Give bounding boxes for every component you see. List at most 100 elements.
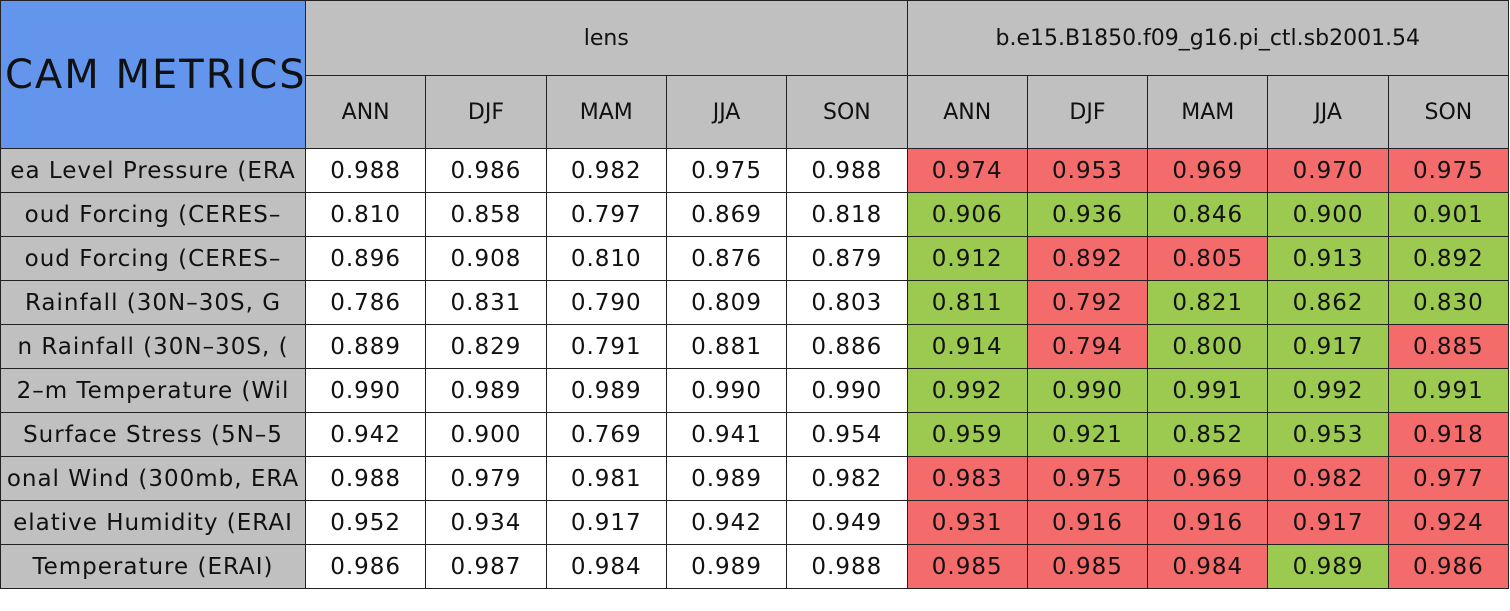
metric-cell: 0.989 [665,456,788,501]
season-header: JJA [665,75,788,149]
metric-cell: 0.952 [304,500,427,545]
row-label-text: n Rainfall (30N–30S, ( [17,333,289,360]
metric-cell: 0.858 [425,192,547,237]
row-label-text: Temperature (ERAI) [32,553,274,580]
metric-cell: 0.790 [545,280,667,325]
row-label: ea Level Pressure (ERA [0,148,306,193]
metric-cell: 0.862 [1267,280,1389,325]
season-row: ANN DJF MAM JJA SON ANN DJF MAM JJA SON [1,75,1510,149]
metrics-table: CAM METRICS lens b.e15.B1850.f09_g16.pi_ct… [0,0,1510,589]
metric-cell: 0.969 [1147,456,1269,501]
metric-cell: 0.791 [545,324,667,369]
metric-cell: 0.986 [425,148,547,193]
metric-cell: 0.977 [1387,456,1510,501]
data-row: Temperature (ERAI) 0.986 0.987 0.984 0.989 0.… [0,544,1510,589]
season-header: ANN [304,75,427,149]
metric-cell: 0.953 [1267,412,1389,457]
metric-cell: 0.931 [906,500,1028,545]
data-row: ea Level Pressure (ERA 0.988 0.986 0.982 0.9… [0,148,1510,193]
metric-cell: 0.918 [1387,412,1510,457]
metric-cell: 0.988 [304,148,427,193]
metric-cell: 0.916 [1147,500,1269,545]
metric-cell: 0.982 [786,456,908,501]
row-label-text: oud Forcing (CERES– [24,245,282,272]
metric-cell: 0.936 [1026,192,1149,237]
metric-cell: 0.984 [1147,544,1269,589]
row-label: n Rainfall (30N–30S, ( [0,324,306,369]
season-header: MAM [545,75,667,149]
data-row: Rainfall (30N–30S, G 0.786 0.831 0.790 0.809… [0,280,1510,325]
metric-cell: 0.941 [665,412,788,457]
metric-cell: 0.992 [906,368,1028,413]
metric-cell: 0.892 [1026,236,1149,281]
metric-cell: 0.985 [1026,544,1149,589]
metric-cell: 0.917 [545,500,667,545]
row-label-text: onal Wind (300mb, ERA [6,465,300,492]
metric-cell: 0.986 [304,544,427,589]
metric-cell: 0.969 [1147,148,1269,193]
season-header: DJF [425,75,547,149]
metric-cell: 0.876 [665,236,788,281]
metric-cell: 0.942 [304,412,427,457]
metric-cell: 0.988 [304,456,427,501]
metric-cell: 0.989 [425,368,547,413]
row-label: oud Forcing (CERES– [0,192,306,237]
metric-cell: 0.916 [1026,500,1149,545]
metric-cell: 0.811 [906,280,1028,325]
row-label-text: ea Level Pressure (ERA [10,157,296,184]
metric-cell: 0.896 [304,236,427,281]
metric-cell: 0.954 [786,412,908,457]
row-label-text: oud Forcing (CERES– [24,201,282,228]
metric-cell: 0.800 [1147,324,1269,369]
data-row: oud Forcing (CERES– 0.810 0.858 0.797 0.869 0… [0,192,1510,237]
metric-cell: 0.959 [906,412,1028,457]
row-label-text: Surface Stress (5N–5 [23,421,283,448]
metric-cell: 0.794 [1026,324,1149,369]
metric-cell: 0.879 [786,236,908,281]
data-row: n Rainfall (30N–30S, (0.889 0.829 0.791 0.8… [0,324,1510,369]
metric-cell: 0.975 [1387,148,1510,193]
metric-cell: 0.934 [425,500,547,545]
season-header: ANN [906,75,1028,149]
header-row: CAM METRICS lens b.e15.B1850.f09_g16.pi_ct… [0,0,1510,149]
row-label: oud Forcing (CERES– [0,236,306,281]
group-header: lens [305,0,908,76]
metric-cell: 0.803 [786,280,908,325]
metric-cell: 0.990 [665,368,788,413]
metric-cell: 0.900 [425,412,547,457]
metric-cell: 0.852 [1147,412,1269,457]
metric-cell: 0.892 [1387,236,1510,281]
row-label: 2–m Temperature (Wil [0,368,306,413]
metric-cell: 0.786 [304,280,427,325]
season-header: SON [786,75,908,149]
metric-cell: 0.983 [906,456,1028,501]
row-label-text: Rainfall (30N–30S, G [24,289,282,316]
metric-cell: 0.974 [906,148,1028,193]
metric-cell: 0.829 [425,324,547,369]
metric-cell: 0.984 [545,544,667,589]
metric-cell: 0.917 [1267,500,1389,545]
metric-cell: 0.990 [1026,368,1149,413]
metric-cell: 0.830 [1387,280,1510,325]
data-row: onal Wind (300mb, ERA 0.988 0.979 0.981 0.98… [0,456,1510,501]
metric-cell: 0.881 [665,324,788,369]
title-cell: CAM METRICS [0,0,306,149]
metric-cell: 0.990 [304,368,427,413]
data-row: elative Humidity (ERAI 0.952 0.934 0.917 0.9… [0,500,1510,545]
metric-cell: 0.908 [425,236,547,281]
metric-cell: 0.991 [1387,368,1510,413]
metric-cell: 0.924 [1387,500,1510,545]
metric-cell: 0.985 [906,544,1028,589]
metric-cell: 0.900 [1267,192,1389,237]
metric-cell: 0.988 [786,544,908,589]
row-label: Temperature (ERAI) [0,544,306,589]
metric-cell: 0.792 [1026,280,1149,325]
metric-cell: 0.901 [1387,192,1510,237]
data-row: 2–m Temperature (Wil 0.990 0.989 0.989 0.990… [0,368,1510,413]
metric-cell: 0.989 [545,368,667,413]
metric-cell: 0.917 [1267,324,1389,369]
metric-cell: 0.889 [304,324,427,369]
row-label: elative Humidity (ERAI [0,500,306,545]
metric-cell: 0.975 [1026,456,1149,501]
metric-cell: 0.797 [545,192,667,237]
